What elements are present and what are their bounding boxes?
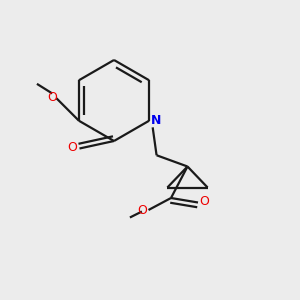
Text: N: N <box>151 114 161 127</box>
Text: O: O <box>137 204 147 218</box>
Text: O: O <box>200 195 209 208</box>
Text: O: O <box>47 91 57 103</box>
Text: O: O <box>67 141 77 154</box>
